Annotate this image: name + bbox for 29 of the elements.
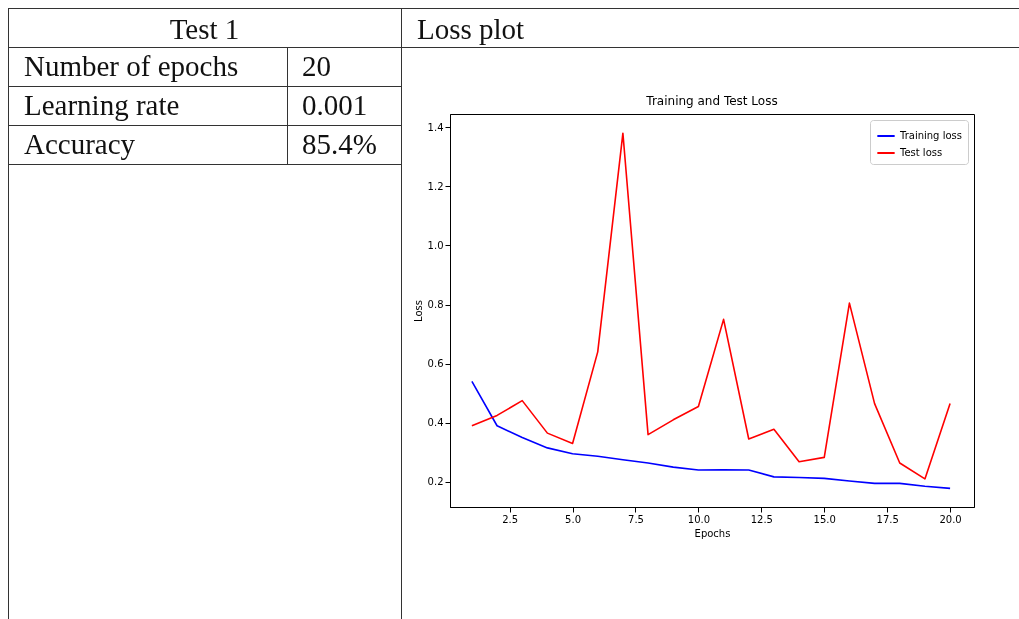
x-tick-label: 2.5 [502, 513, 519, 525]
x-tick-label: 17.5 [876, 513, 899, 525]
text: 0.001 [301, 89, 369, 121]
line-series [471, 380, 951, 490]
chart-subtitle: Loss plot [417, 13, 526, 45]
x-tick-label: 10.0 [687, 513, 711, 525]
x-tick-label: 7.5 [628, 513, 644, 525]
legend-label: Training loss [899, 130, 962, 141]
y-tick-label: 0.4 [427, 417, 444, 429]
y-tick-label: 1.4 [427, 121, 444, 133]
text: 85.4% [301, 128, 378, 160]
x-tick-label: 20.0 [939, 513, 962, 525]
x-tick-label: 5.0 [565, 513, 582, 525]
text: Test 1 [168, 13, 241, 45]
text: Learning rate [24, 89, 181, 121]
y-tick-label: 0.8 [427, 299, 444, 311]
legend-label: Test loss [899, 147, 943, 158]
x-axis-title: Epochs [694, 527, 731, 539]
y-tick-label: 1.2 [427, 180, 444, 192]
y-axis-title: Loss [412, 300, 424, 322]
chart-title: Training and Test Loss [645, 94, 778, 108]
y-tick-label: 0.2 [427, 476, 444, 488]
text: Accuracy [24, 128, 137, 160]
x-tick-label: 12.5 [750, 513, 773, 525]
y-tick-label: 0.6 [427, 358, 444, 370]
text: 20 [301, 50, 332, 82]
y-tick-label: 1.0 [427, 239, 444, 251]
x-tick-label: 15.0 [813, 513, 836, 525]
text: Number of epochs [24, 50, 240, 82]
